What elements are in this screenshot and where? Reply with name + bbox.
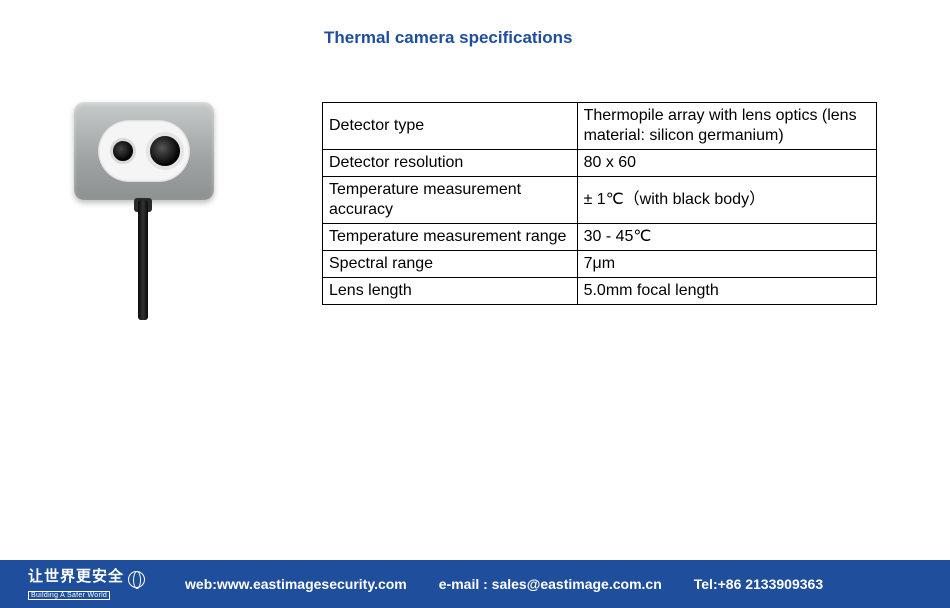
footer-logo: 让世界更安全 Building A Safer World [28,569,145,600]
spec-label: Spectral range [323,251,578,278]
table-row: Detector resolution 80 x 60 [323,150,877,177]
camera-lens-small [110,138,136,164]
spec-value: 7μm [577,251,876,278]
spec-value: 5.0mm focal length [577,278,876,305]
spec-label: Lens length [323,278,578,305]
page-footer: 让世界更安全 Building A Safer World web:www.ea… [0,560,950,608]
table-row: Spectral range 7μm [323,251,877,278]
table-row: Temperature measurement accuracy ± 1℃（wi… [323,177,877,224]
page-root: Thermal camera specifications Detector t… [0,0,950,608]
page-title: Thermal camera specifications [324,28,573,48]
footer-logo-en: Building A Safer World [28,591,110,600]
footer-info: web:www.eastimagesecurity.com e-mail : s… [185,576,823,592]
spec-value: ± 1℃（with black body） [577,177,876,224]
footer-email: e-mail : sales@eastimage.com.cn [439,576,662,592]
camera-stem [138,200,148,320]
footer-tel: Tel:+86 2133909363 [694,576,823,592]
footer-logo-text: 让世界更安全 Building A Safer World [28,569,124,600]
spec-table-body: Detector type Thermopile array with lens… [323,103,877,305]
table-row: Detector type Thermopile array with lens… [323,103,877,150]
spec-label: Temperature measurement accuracy [323,177,578,224]
spec-value: Thermopile array with lens optics (lens … [577,103,876,150]
spec-label: Detector type [323,103,578,150]
footer-logo-cn: 让世界更安全 [28,569,124,584]
footer-web: web:www.eastimagesecurity.com [185,576,407,592]
table-row: Temperature measurement range 30 - 45℃ [323,224,877,251]
camera-illustration [62,102,227,322]
spec-table: Detector type Thermopile array with lens… [322,102,877,305]
spec-value: 30 - 45℃ [577,224,876,251]
camera-lens-large [146,132,184,170]
spec-value: 80 x 60 [577,150,876,177]
globe-icon [128,571,145,588]
table-row: Lens length 5.0mm focal length [323,278,877,305]
spec-label: Temperature measurement range [323,224,578,251]
spec-label: Detector resolution [323,150,578,177]
